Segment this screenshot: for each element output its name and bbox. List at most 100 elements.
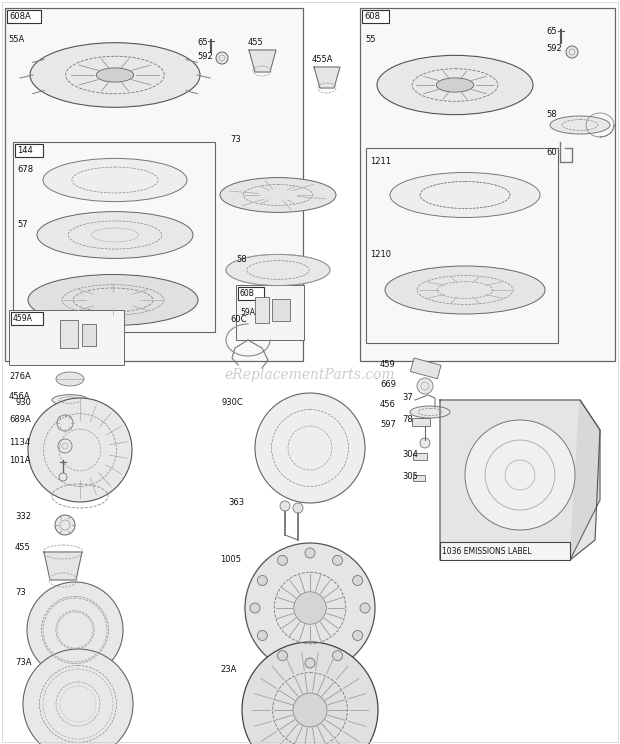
- Circle shape: [28, 398, 132, 502]
- Bar: [238, 287, 264, 300]
- Text: 1134: 1134: [9, 438, 30, 447]
- Text: 37: 37: [402, 393, 413, 402]
- Text: 23A: 23A: [220, 665, 236, 674]
- Bar: [413, 453, 427, 460]
- Ellipse shape: [250, 603, 260, 613]
- Text: 456: 456: [380, 400, 396, 409]
- Circle shape: [27, 582, 123, 678]
- Text: 73A: 73A: [15, 658, 32, 667]
- Bar: [410, 358, 441, 379]
- Ellipse shape: [436, 78, 474, 92]
- Bar: [11, 312, 43, 325]
- Bar: [15, 144, 43, 157]
- Circle shape: [293, 503, 303, 513]
- Circle shape: [566, 46, 578, 58]
- Ellipse shape: [377, 55, 533, 115]
- Text: 58: 58: [546, 110, 557, 119]
- Circle shape: [23, 649, 133, 744]
- Bar: [413, 475, 425, 481]
- Circle shape: [417, 378, 433, 394]
- Circle shape: [255, 393, 365, 503]
- Ellipse shape: [278, 555, 288, 565]
- Ellipse shape: [226, 254, 330, 286]
- Circle shape: [465, 420, 575, 530]
- Bar: [236, 285, 304, 340]
- Bar: [9, 310, 124, 365]
- Bar: [82, 324, 96, 346]
- Ellipse shape: [353, 576, 363, 586]
- Text: 73: 73: [15, 588, 26, 597]
- Polygon shape: [314, 67, 340, 88]
- Ellipse shape: [30, 42, 200, 107]
- Text: 689A: 689A: [9, 415, 31, 424]
- Text: 1210: 1210: [370, 250, 391, 259]
- Ellipse shape: [278, 651, 288, 661]
- Ellipse shape: [550, 116, 610, 134]
- Ellipse shape: [294, 591, 326, 624]
- Ellipse shape: [242, 642, 378, 744]
- Text: 597: 597: [380, 420, 396, 429]
- Text: 60B: 60B: [240, 289, 255, 298]
- Text: 65: 65: [546, 27, 557, 36]
- Ellipse shape: [245, 543, 375, 673]
- Ellipse shape: [332, 555, 342, 565]
- Bar: [272, 299, 290, 321]
- Ellipse shape: [360, 603, 370, 613]
- Ellipse shape: [353, 630, 363, 641]
- Ellipse shape: [257, 630, 267, 641]
- Ellipse shape: [410, 406, 450, 418]
- Text: 144: 144: [17, 146, 33, 155]
- Ellipse shape: [96, 68, 134, 82]
- Text: eReplacementParts.com: eReplacementParts.com: [224, 368, 396, 382]
- Ellipse shape: [385, 266, 545, 314]
- Bar: [440, 542, 570, 560]
- Text: 57: 57: [17, 220, 28, 229]
- Text: 592: 592: [546, 44, 562, 53]
- Text: 55A: 55A: [8, 35, 24, 44]
- Text: 78: 78: [402, 415, 413, 424]
- Ellipse shape: [56, 372, 84, 386]
- Text: 455: 455: [15, 543, 31, 552]
- Text: 459: 459: [380, 360, 396, 369]
- Bar: [60, 320, 78, 348]
- Text: 332: 332: [15, 512, 31, 521]
- Polygon shape: [44, 552, 82, 580]
- Text: 305: 305: [402, 472, 418, 481]
- Text: 101A: 101A: [9, 456, 30, 465]
- Circle shape: [59, 473, 67, 481]
- Ellipse shape: [220, 178, 336, 212]
- Ellipse shape: [293, 693, 327, 727]
- Circle shape: [57, 415, 73, 431]
- Bar: [5, 8, 303, 361]
- Bar: [362, 10, 389, 23]
- Text: 930: 930: [15, 398, 31, 407]
- Bar: [360, 8, 615, 361]
- Text: 60: 60: [546, 148, 557, 157]
- Text: 459A: 459A: [13, 314, 33, 323]
- Text: 608: 608: [364, 12, 380, 21]
- Polygon shape: [440, 400, 600, 560]
- Text: 1005: 1005: [220, 555, 241, 564]
- Text: 55: 55: [365, 35, 376, 44]
- Bar: [7, 10, 41, 23]
- Text: 304: 304: [402, 450, 418, 459]
- Text: 669: 669: [380, 380, 396, 389]
- Ellipse shape: [305, 548, 315, 558]
- Ellipse shape: [257, 576, 267, 586]
- Ellipse shape: [305, 658, 315, 668]
- Bar: [255, 297, 269, 323]
- Text: 363: 363: [228, 498, 244, 507]
- Text: 65: 65: [197, 38, 208, 47]
- Circle shape: [280, 501, 290, 511]
- Circle shape: [420, 438, 430, 448]
- Text: 1036 EMISSIONS LABEL: 1036 EMISSIONS LABEL: [442, 547, 531, 556]
- Text: 608A: 608A: [9, 12, 31, 21]
- Bar: [366, 148, 558, 343]
- Text: 455: 455: [248, 38, 264, 47]
- Text: 276A: 276A: [9, 372, 31, 381]
- Circle shape: [216, 52, 228, 64]
- Text: 73: 73: [230, 135, 241, 144]
- Ellipse shape: [390, 173, 540, 217]
- Text: 59A: 59A: [240, 308, 255, 317]
- Text: 58: 58: [236, 255, 247, 264]
